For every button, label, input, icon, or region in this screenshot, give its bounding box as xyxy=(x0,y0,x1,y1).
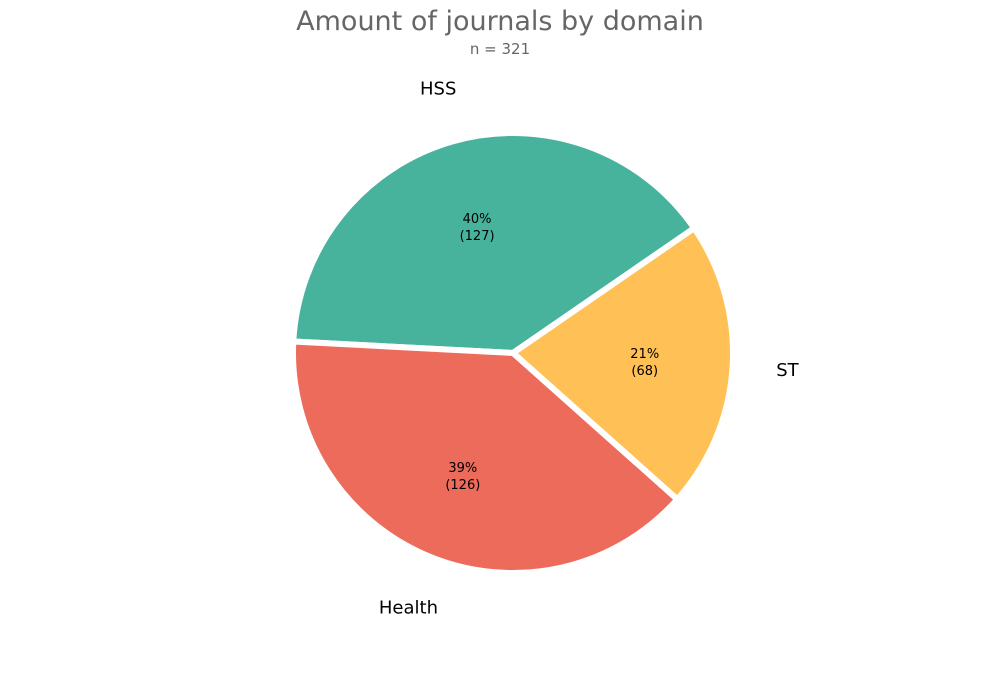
slice-count-health: (126) xyxy=(445,478,480,493)
slice-percent-st: 21% xyxy=(630,347,659,362)
slice-percent-hss: 40% xyxy=(463,212,492,227)
slice-label-hss: HSS xyxy=(420,78,456,99)
chart-subtitle: n = 321 xyxy=(469,40,531,58)
slice-percent-health: 39% xyxy=(448,461,477,476)
pie-slice-st xyxy=(510,225,736,503)
chart-title: Amount of journals by domain xyxy=(296,6,704,37)
slice-label-st: ST xyxy=(776,360,799,381)
slice-count-st: (68) xyxy=(631,364,658,379)
pie-slice-health xyxy=(290,338,681,576)
slice-count-hss: (127) xyxy=(460,229,495,244)
pie-slice-hss xyxy=(290,130,698,356)
slice-label-health: Health xyxy=(379,597,438,618)
